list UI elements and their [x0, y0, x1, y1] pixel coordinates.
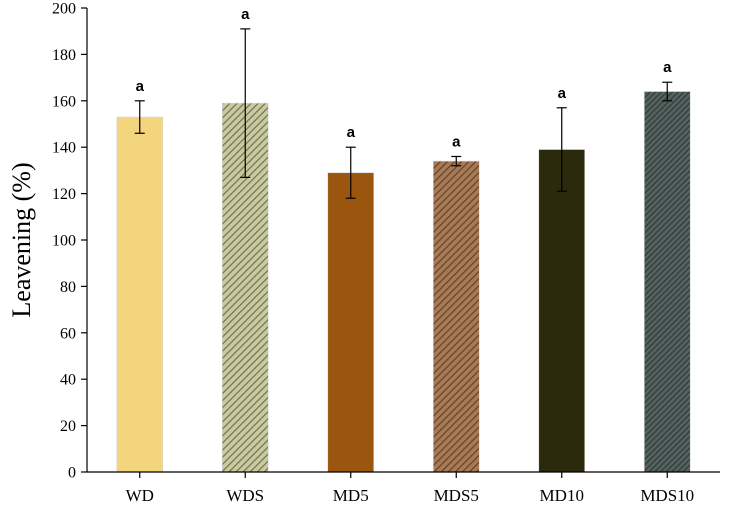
error-bar-md5 [345, 146, 356, 199]
significance-label: a [347, 124, 356, 141]
error-bar-md10 [556, 107, 567, 192]
y-axis-title: Leavening (%) [7, 162, 36, 317]
error-bar-wds [240, 28, 251, 178]
y-tick-label: 80 [60, 279, 76, 296]
significance-label: a [558, 85, 567, 102]
y-tick-label: 60 [60, 325, 76, 342]
y-tick-label: 140 [52, 140, 76, 157]
y-tick-label: 100 [52, 233, 76, 250]
y-tick-label: 20 [60, 418, 76, 435]
error-bar-mds5 [451, 155, 462, 167]
bar-md5 [327, 172, 375, 473]
x-tick-label: WDS [226, 486, 264, 505]
y-tick-label: 200 [52, 1, 76, 18]
significance-label: a [241, 6, 250, 23]
bar-mds10 [643, 91, 691, 473]
x-tick-label: WD [126, 486, 154, 505]
x-tick-label: MDS10 [640, 486, 694, 505]
error-bar-wd [134, 100, 145, 134]
bar-md10 [538, 149, 586, 473]
x-tick-label: MD10 [540, 486, 584, 505]
significance-label: a [136, 78, 145, 95]
significance-label: a [663, 59, 672, 76]
x-tick-label: MDS5 [434, 486, 479, 505]
y-tick-label: 120 [52, 186, 76, 203]
y-tick-label: 180 [52, 47, 76, 64]
bar-wd [116, 116, 164, 473]
y-tick-label: 0 [68, 465, 76, 482]
y-tick-label: 160 [52, 93, 76, 110]
bar-mds5 [432, 160, 480, 473]
error-bar-mds10 [662, 81, 673, 102]
y-tick-label: 40 [60, 372, 76, 389]
x-tick-label: MD5 [333, 486, 369, 505]
significance-label: a [452, 133, 461, 150]
